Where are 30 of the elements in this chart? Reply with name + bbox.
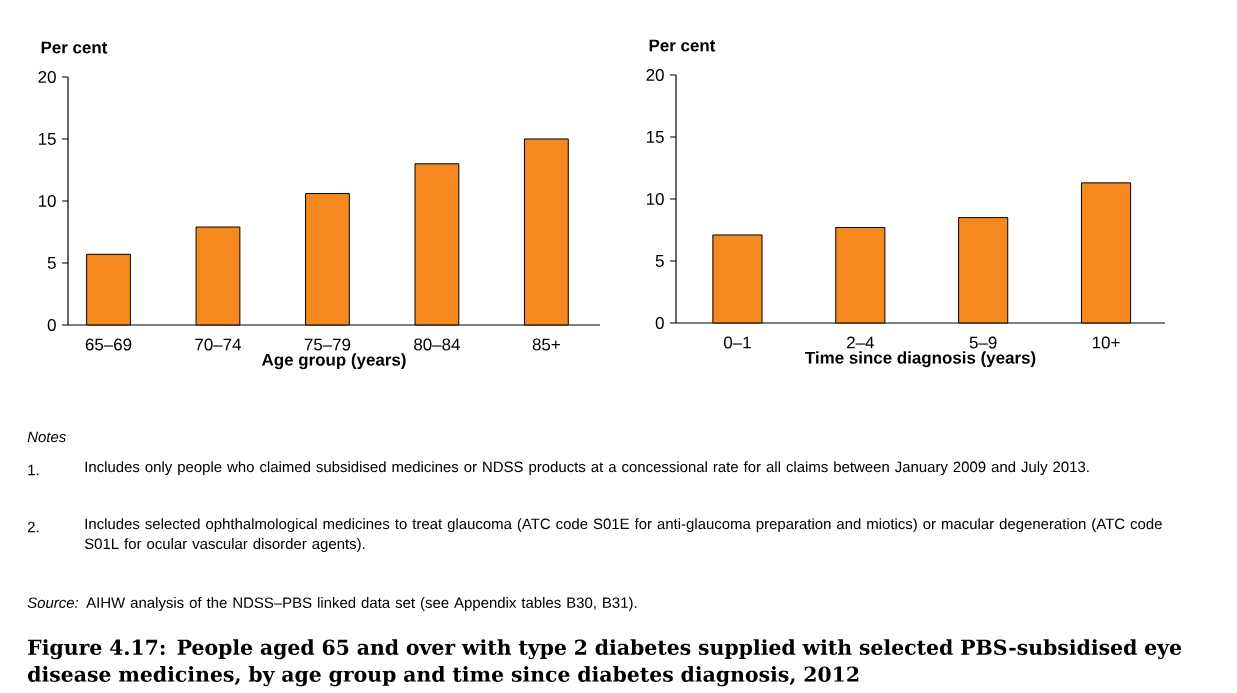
y-tick-label: 15	[646, 131, 664, 143]
x-tick-label: 85+	[532, 338, 560, 351]
y-tick-label: 0	[655, 316, 664, 329]
x-tick-label: 5–9	[969, 336, 997, 349]
x-axis-title: Age group (years)	[261, 353, 406, 370]
x-axis-title: Time since diagnosis (years)	[805, 351, 1036, 368]
text: Includes only people who claimed subsidised medicines or NDSS products at a concessional rate for all claims between January 2009 and July 2013.	[85, 461, 1089, 476]
text: Source: AIHW analysis of the NDSS–PBS linked data set (see Appendix tables B30, B31).	[27, 597, 637, 611]
y-tick-label: 10	[38, 194, 56, 207]
y-tick-label: 0	[47, 318, 56, 331]
x-tick-label: 65–69	[85, 338, 132, 351]
x-tick-label: 70–74	[195, 338, 242, 351]
text: Includes selected ophthalmological medicines to treat glaucoma (ATC code S01E for anti-glaucoma preparation and miotics) or macular degeneration (ATC code S01L for ocular vascular disorder agents).	[84, 518, 1162, 553]
y-axis-title: Per cent	[649, 39, 716, 52]
y-tick-label: 20	[38, 70, 56, 83]
y-tick-label: 5	[655, 255, 664, 267]
x-tick-label: 80–84	[414, 338, 460, 351]
x-tick-label: 75–79	[304, 338, 351, 351]
text: 2.	[27, 521, 39, 533]
text: Notes	[27, 431, 66, 443]
x-tick-label: 0–1	[723, 336, 751, 349]
y-axis-title: Per cent	[41, 41, 108, 54]
text: 1.	[28, 464, 39, 476]
x-tick-label: 10+	[1092, 336, 1120, 349]
y-tick-label: 5	[47, 257, 56, 269]
y-tick-label: 15	[38, 133, 56, 145]
text: Figure 4.17: People aged 65 and over with type 2 diabetes supplied with selected PBS-subsidised eye disease medicines, by age group and time since diabetes diagnosis, 2012	[28, 639, 1182, 687]
y-tick-label: 20	[646, 68, 664, 81]
y-tick-label: 10	[646, 192, 664, 205]
x-tick-label: 2–4	[847, 336, 874, 349]
